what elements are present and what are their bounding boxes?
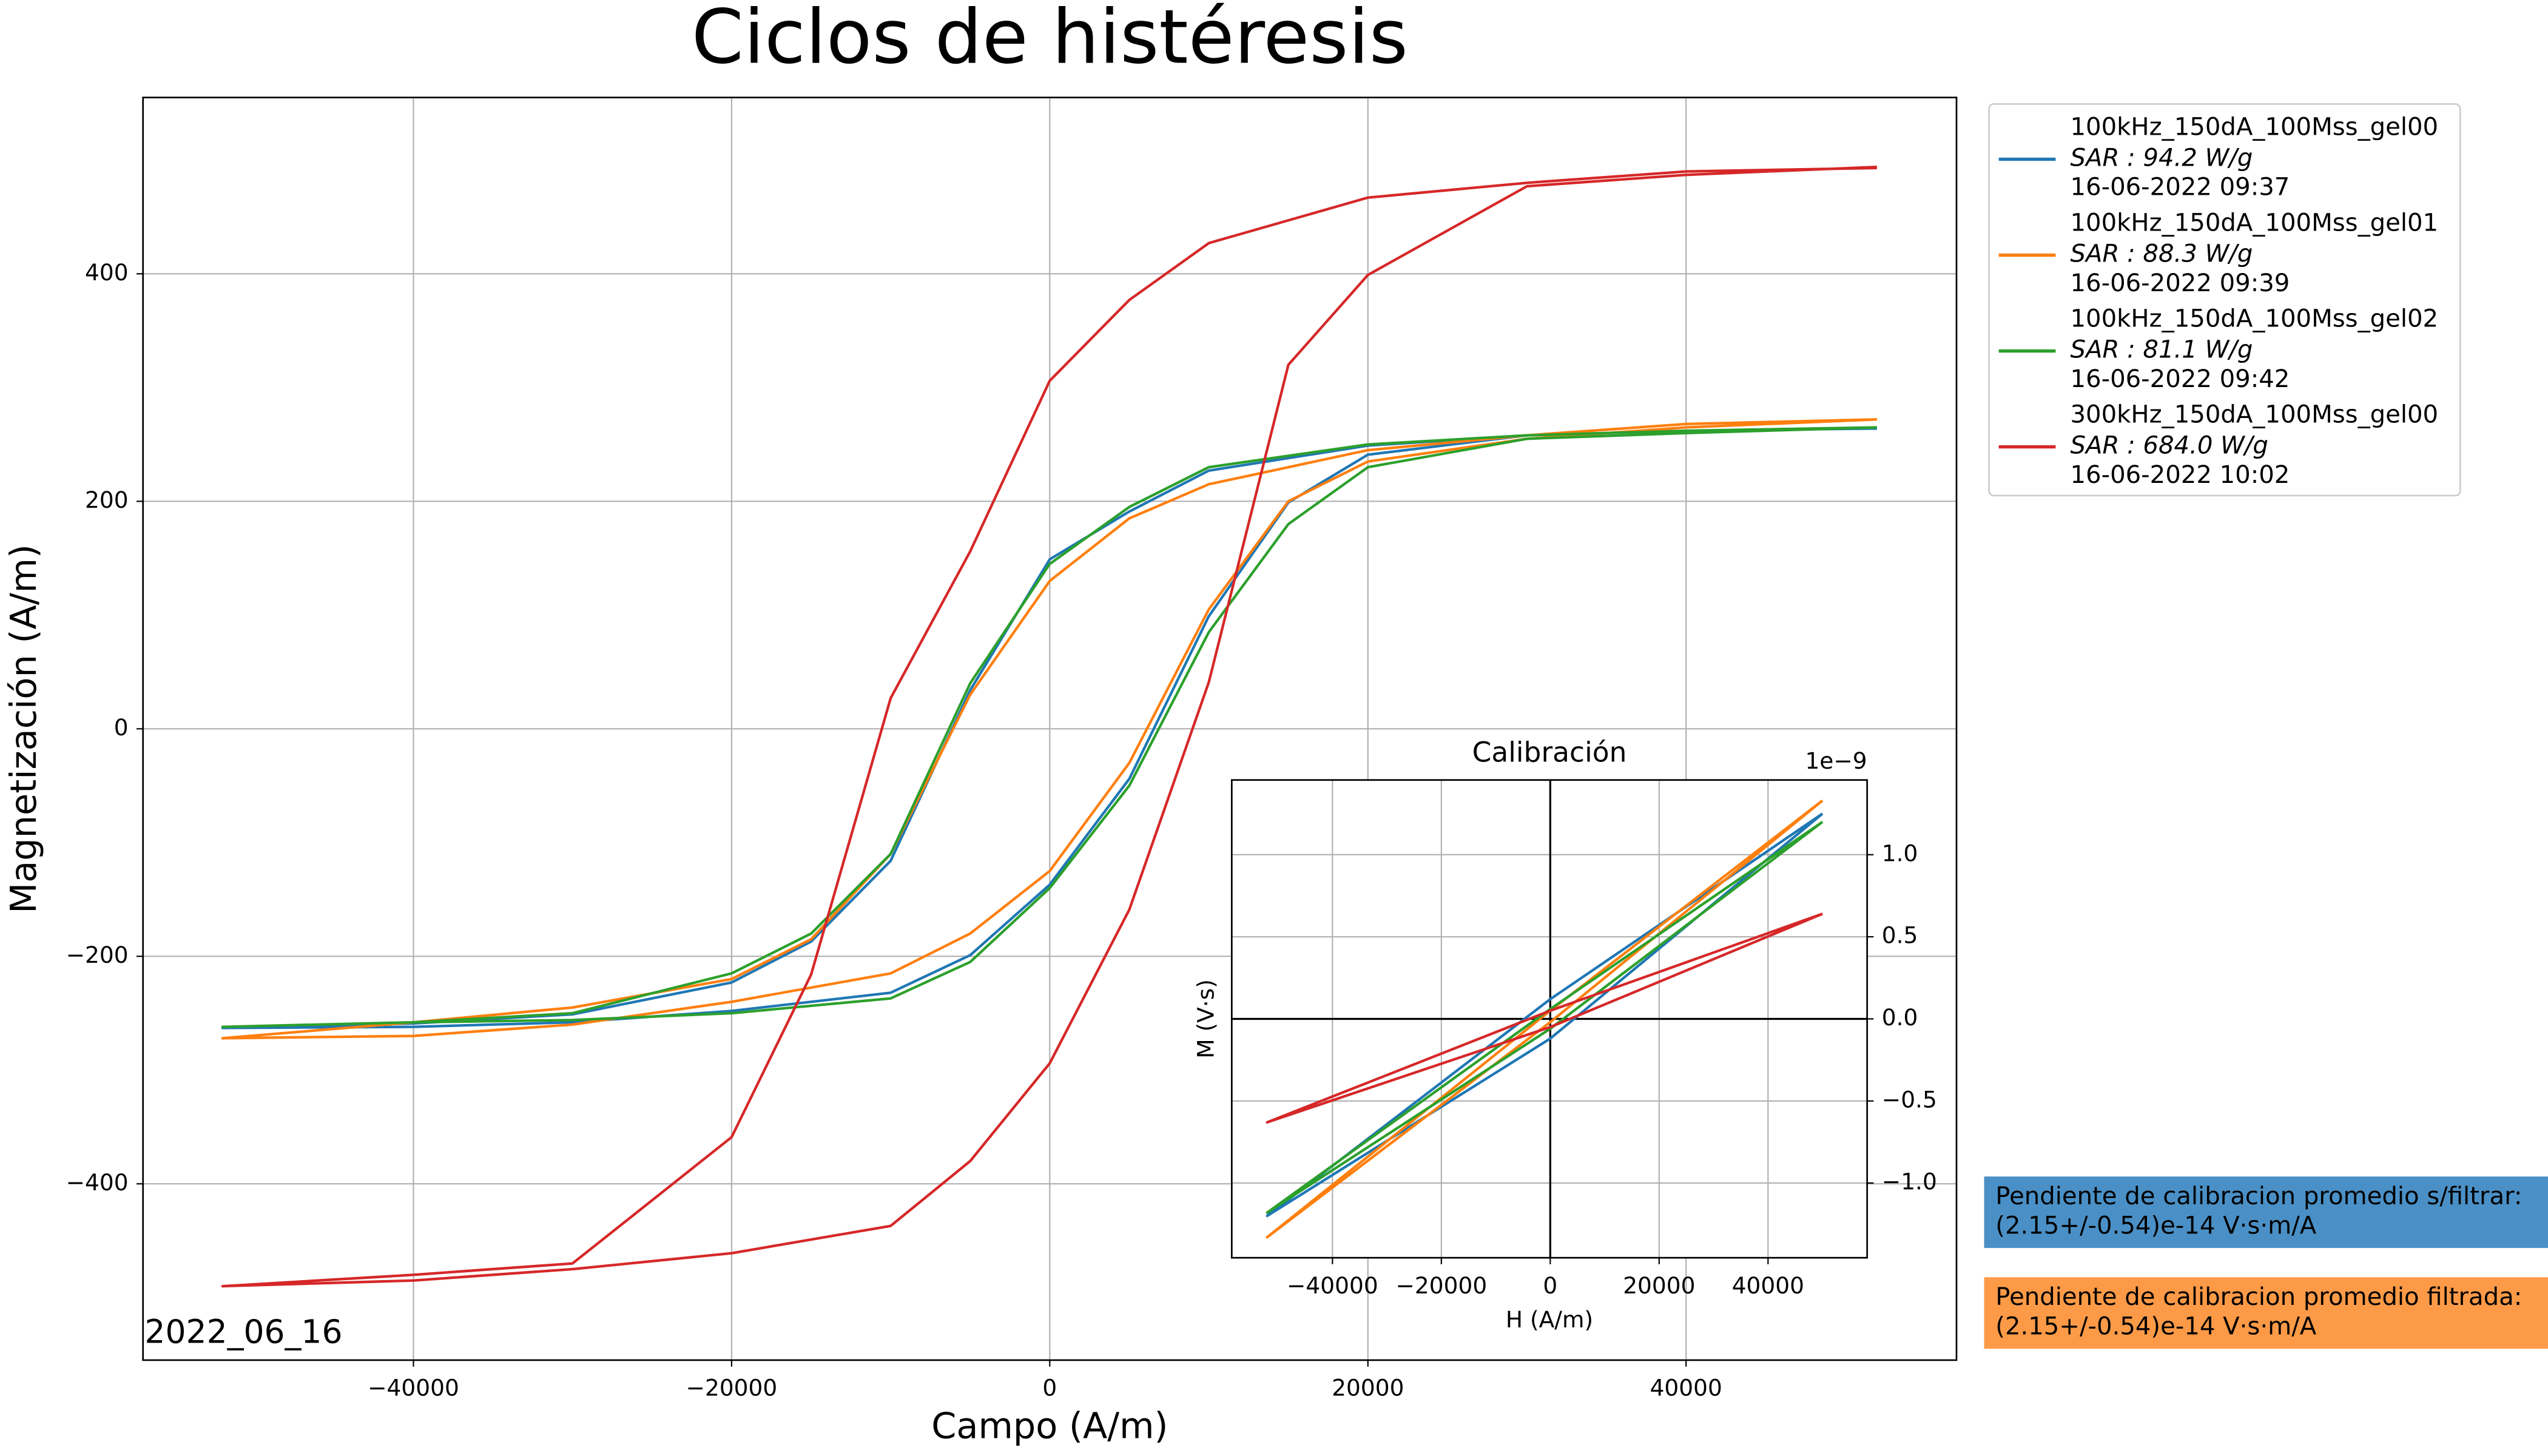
x-tick-label: −20000 — [686, 1375, 778, 1401]
legend-label: 100kHz_150dA_100Mss_gel02 — [2071, 305, 2439, 333]
plot-frame — [1231, 779, 1869, 1259]
series-line — [221, 418, 1877, 1040]
legend-date: 16-06-2022 09:37 — [2071, 174, 2290, 201]
y-tick-label: −400 — [66, 1169, 129, 1196]
x-tick-label: −40000 — [368, 1375, 459, 1401]
note-text: (2.15+/-0.54)e-14 V·s·m/A — [1995, 1212, 2316, 1239]
series-line — [1266, 820, 1824, 1214]
chart-title: Calibración — [1472, 736, 1627, 768]
y-tick-label: −0.5 — [1882, 1086, 1937, 1113]
legend-sar: SAR : 94.2 W/g — [2071, 144, 2253, 172]
legend-label: 100kHz_150dA_100Mss_gel01 — [2071, 209, 2439, 237]
series-line — [1266, 912, 1823, 1124]
y-tick-label: −1.0 — [1882, 1168, 1937, 1195]
note-text: Pendiente de calibracion promedio s/filt… — [1995, 1182, 2522, 1210]
legend-sar: SAR : 684.0 W/g — [2071, 432, 2268, 460]
legend-sar: SAR : 88.3 W/g — [2071, 240, 2253, 268]
y-axis-label: Magnetización (A/m) — [2, 544, 44, 914]
chart-title: Ciclos de histéresis — [692, 0, 1408, 81]
x-tick-label: 40000 — [1650, 1375, 1722, 1401]
y-tick-label: 200 — [85, 487, 129, 513]
legend-date: 16-06-2022 10:02 — [2071, 461, 2290, 489]
x-axis-label: H (A/m) — [1506, 1306, 1593, 1333]
legend-date: 16-06-2022 09:42 — [2071, 365, 2290, 393]
date-label: 2022_06_16 — [144, 1313, 342, 1351]
x-tick-label: 20000 — [1332, 1375, 1404, 1401]
plot: −40000 −20000 0 20000 40000 −1.0 −0.5 0.0 0.5 1.0… — [1193, 736, 1937, 1333]
note-box — [1984, 1277, 2548, 1349]
y-tick-label: 400 — [85, 259, 129, 286]
y-tick-label: 0.5 — [1882, 922, 1918, 949]
legend-date: 16-06-2022 09:39 — [2071, 269, 2290, 297]
x-tick-label: 40000 — [1732, 1272, 1804, 1299]
legend-sar: SAR : 81.1 W/g — [2071, 336, 2253, 364]
legend-label: 300kHz_150dA_100Mss_gel00 — [2071, 401, 2439, 429]
series-line — [1266, 812, 1824, 1218]
x-tick-label: 0 — [1543, 1272, 1557, 1299]
series-line — [221, 426, 1877, 1028]
y-tick-label: 0.0 — [1882, 1004, 1918, 1031]
note-text: Pendiente de calibracion promedio filtra… — [1995, 1283, 2522, 1311]
series-line — [1266, 799, 1824, 1239]
y-tick-label: −200 — [66, 942, 129, 968]
y-axis-label: M (V·s) — [1193, 979, 1219, 1059]
y-tick-label: 0 — [114, 714, 129, 741]
note-text: (2.15+/-0.54)e-14 V·s·m/A — [1995, 1312, 2316, 1340]
x-tick-label: 0 — [1042, 1375, 1057, 1401]
x-axis-label: Campo (A/m) — [931, 1405, 1168, 1447]
series-line — [221, 165, 1877, 1288]
legend-label: 100kHz_150dA_100Mss_gel00 — [2071, 113, 2439, 141]
y-tick-label: 1.0 — [1882, 840, 1918, 866]
x-tick-label: −20000 — [1396, 1272, 1488, 1299]
x-tick-label: −40000 — [1287, 1272, 1378, 1299]
legend-box — [1988, 103, 2461, 497]
offset-label: 1e−9 — [1805, 747, 1867, 774]
plot-frame — [142, 96, 1958, 1361]
note-box — [1984, 1176, 2548, 1249]
x-tick-label: 20000 — [1623, 1272, 1695, 1299]
plot: −40000 −20000 0 20000 40000 −400 −200 0 200 400 Ci… — [2, 0, 1958, 1447]
